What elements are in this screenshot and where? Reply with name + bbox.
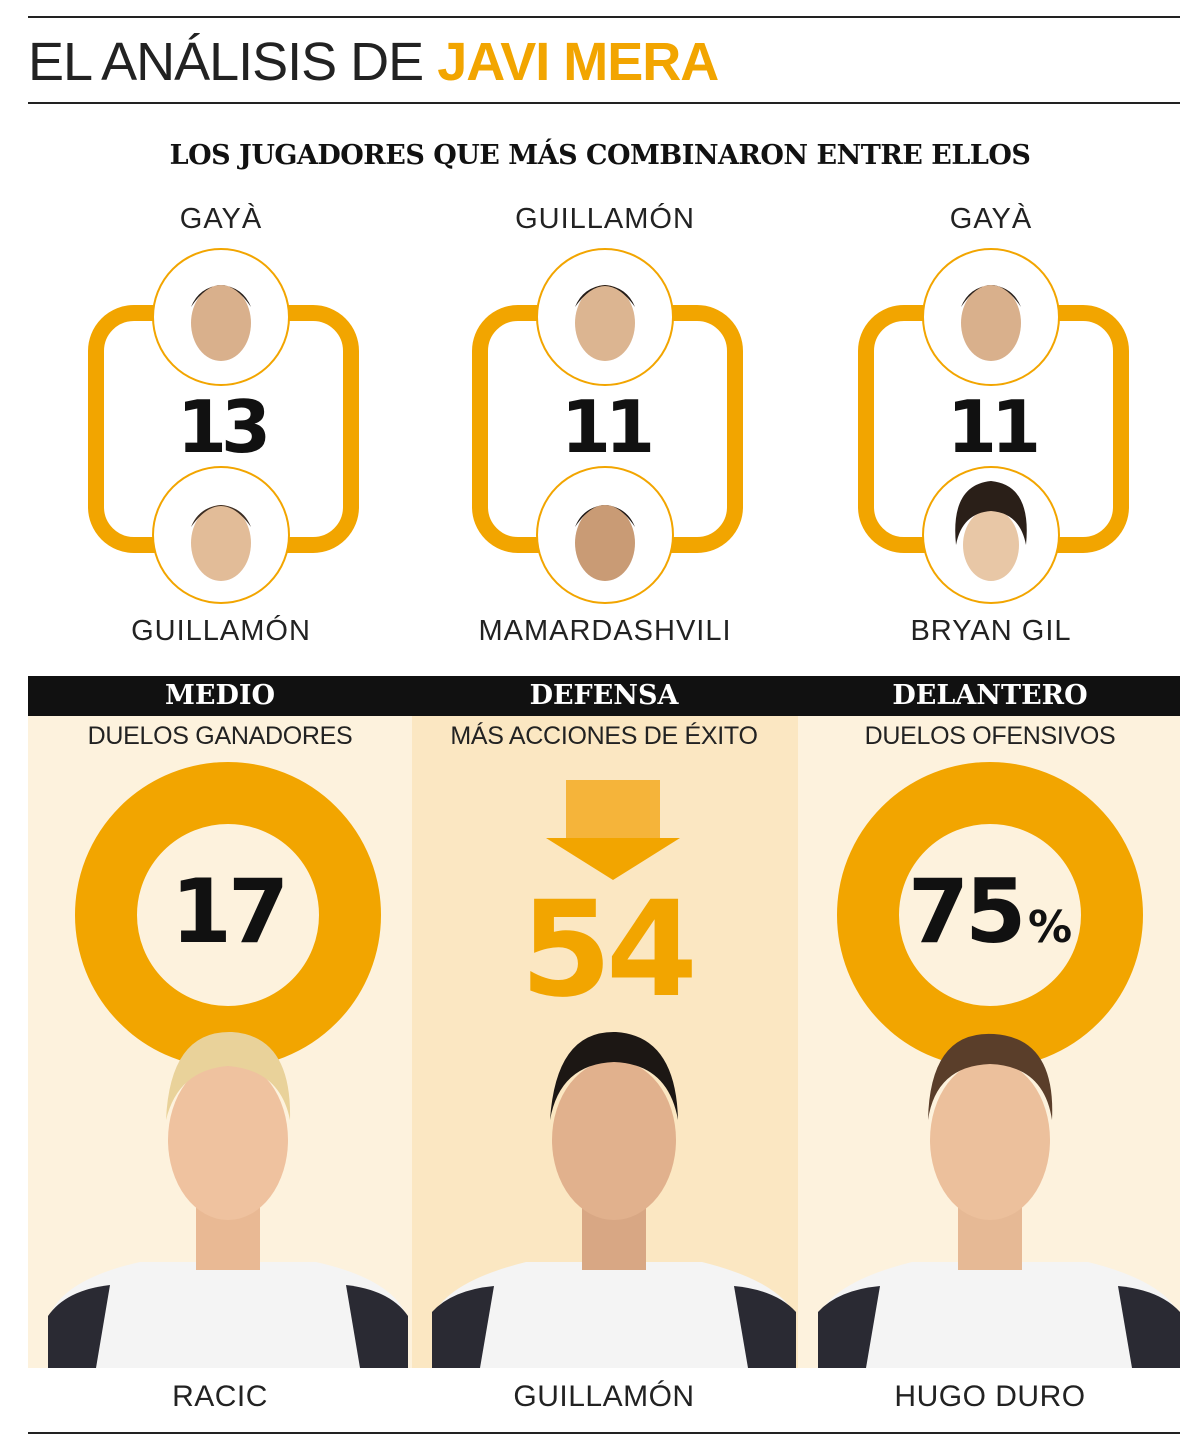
title-author: JAVI MERA (437, 32, 719, 92)
top-rule (28, 16, 1180, 18)
page-title: EL ANÁLISIS DE JAVI MERA (28, 30, 719, 94)
stat-value-defensa: 54 (520, 873, 698, 1027)
pair-player-a: GAYÀ (949, 203, 1033, 235)
pair-connector-graphic (88, 248, 359, 604)
player-pair-2: GUILLAMÓN 11 MAMARDASHVILI (412, 195, 798, 665)
pair-connector-graphic (472, 248, 743, 604)
stat-value-delantero-number: 75 (907, 860, 1026, 963)
panel-defensa (412, 716, 798, 1368)
pair-player-b: BRYAN GIL (910, 615, 1072, 647)
pair-connector-graphic (858, 248, 1129, 604)
metric-label-medio: DUELOS GANADORES (87, 722, 353, 750)
pair-count: 11 (560, 385, 655, 469)
metric-label-defensa: MÁS ACCIONES DE ÉXITO (450, 722, 758, 750)
stat-value-delantero-unit: % (1027, 902, 1073, 953)
title-prefix: EL ANÁLISIS DE (28, 32, 424, 92)
category-label-delantero: DELANTERO (892, 680, 1088, 711)
player-name-defensa: GUILLAMÓN (513, 1380, 695, 1413)
category-label-medio: MEDIO (164, 680, 276, 711)
metric-label-delantero: DUELOS OFENSIVOS (864, 722, 1116, 750)
stat-value-delantero: 75 % (870, 862, 1110, 987)
pair-player-b: MAMARDASHVILI (478, 615, 732, 647)
player-pair-3: GAYÀ 11 BRYAN GIL (798, 195, 1184, 665)
pair-player-a: GAYÀ (179, 203, 263, 235)
pair-count: 13 (176, 385, 271, 469)
bottom-rule (28, 1432, 1180, 1434)
category-bar (28, 676, 1180, 716)
title-underline (28, 102, 1180, 104)
player-name-delantero: HUGO DURO (894, 1380, 1086, 1413)
player-name-medio: RACIC (172, 1380, 268, 1413)
panel-medio (28, 716, 412, 1368)
pair-count: 11 (946, 385, 1041, 469)
pair-player-a: GUILLAMÓN (515, 203, 695, 235)
pair-player-b: GUILLAMÓN (131, 615, 311, 647)
stat-value-medio: 17 (170, 860, 289, 963)
category-label-defensa: DEFENSA (529, 680, 679, 711)
panel-delantero (798, 716, 1180, 1368)
player-pair-1: GAYÀ 13 GUILLAMÓN (28, 195, 414, 665)
section-title: LOS JUGADORES QUE MÁS COMBINARON ENTRE E… (169, 140, 1031, 171)
